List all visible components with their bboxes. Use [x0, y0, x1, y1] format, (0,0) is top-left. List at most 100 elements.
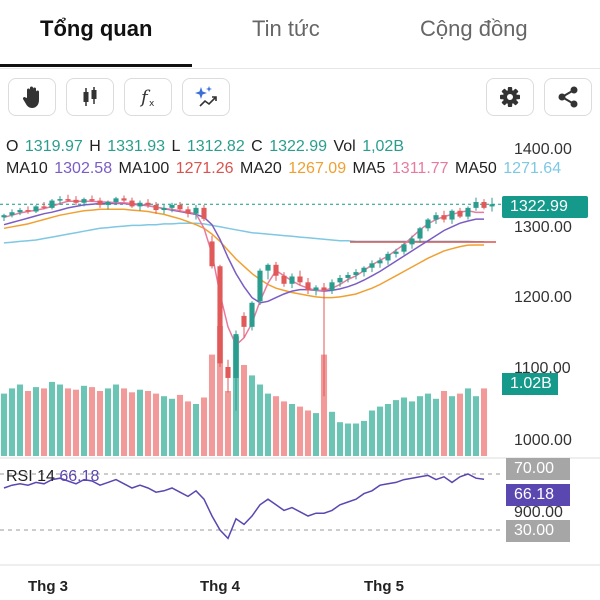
volume-bar [440, 391, 448, 456]
ma5-label: MA5 [352, 160, 386, 177]
candle-body [73, 199, 79, 203]
indicators-button[interactable]: f x [124, 78, 172, 116]
volume-bar [264, 393, 272, 456]
active-tab-indicator [0, 64, 192, 67]
gear-icon [500, 87, 520, 107]
candle-body [417, 228, 423, 239]
candle-body [33, 206, 39, 212]
volume-bar [376, 406, 384, 456]
volume-bar [24, 391, 32, 456]
candle-body [177, 204, 183, 210]
x-tick-may: Thg 5 [364, 578, 404, 595]
candle-body [81, 199, 87, 203]
volume-bar [200, 397, 208, 456]
tab-news[interactable]: Tin tức [252, 16, 320, 41]
volume-bar [448, 396, 456, 456]
candle-body [433, 215, 439, 220]
close-label: C [251, 138, 263, 155]
candle-body [305, 282, 311, 291]
candle-body [489, 204, 495, 207]
candle-body [97, 200, 103, 205]
candle-body [473, 202, 479, 208]
candle-body [441, 215, 447, 220]
svg-text:x: x [149, 99, 155, 109]
candle-body [377, 260, 383, 264]
ma20-label: MA20 [240, 160, 282, 177]
volume-bar [248, 375, 256, 456]
volume-label: Vol [333, 138, 356, 155]
volume-bar [176, 394, 184, 456]
ma10-value: 1302.58 [54, 160, 113, 177]
volume-bar [216, 326, 224, 456]
volume-bar [296, 406, 304, 456]
candle-body [209, 241, 215, 267]
candle-body [17, 210, 23, 213]
volume-bar [424, 393, 432, 456]
volume-bar [392, 400, 400, 456]
volume-bar [152, 393, 160, 456]
ma10-label: MA10 [6, 160, 48, 177]
volume-bar [208, 354, 216, 456]
candle-body [265, 264, 271, 271]
candle-body [169, 204, 175, 208]
candle-body [153, 204, 159, 211]
candle-body [385, 253, 391, 261]
volume-bar [456, 393, 464, 456]
volume-bar [336, 422, 344, 456]
candle-body [273, 264, 279, 276]
hand-tool-button[interactable] [8, 78, 56, 116]
ma100-label: MA100 [118, 160, 170, 177]
volume-bar [464, 388, 472, 456]
share-button[interactable] [544, 78, 592, 116]
low-label: L [171, 138, 181, 155]
volume-bar [80, 385, 88, 456]
open-value: 1319.97 [24, 138, 83, 155]
tab-community[interactable]: Cộng đồng [420, 16, 528, 41]
candle-body [481, 202, 487, 208]
volume-bar [40, 388, 48, 456]
rsi-level-30-tag: 30.00 [506, 520, 570, 542]
candle-body [409, 238, 415, 245]
candle-body [457, 210, 463, 217]
volume-bar [56, 384, 64, 456]
candlestick-type-button[interactable] [66, 78, 114, 116]
volume-bar [288, 404, 296, 456]
price-tick-1300: 1300.00 [514, 219, 572, 236]
volume-bar [160, 396, 168, 456]
volume-bar [304, 410, 312, 456]
volume-tag: 1.02B [502, 373, 558, 395]
candle-body [201, 207, 207, 219]
volume-bar [128, 392, 136, 456]
candle-body [9, 212, 15, 216]
hand-icon [22, 86, 39, 108]
candle-body [121, 198, 127, 201]
volume-bar [320, 354, 328, 456]
volume-bar [88, 387, 96, 456]
price-tick-1100: 1100.00 [514, 360, 571, 377]
candle-body [129, 200, 135, 207]
volume-bar [368, 410, 376, 456]
last-price-tag: 1322.99 [502, 196, 588, 218]
ai-analysis-button[interactable] [182, 78, 230, 116]
price-tick-1400: 1400.00 [514, 141, 572, 158]
volume-bar [256, 384, 264, 456]
candle-body [313, 287, 319, 291]
volume-bar [280, 401, 288, 456]
ma50-value: 1271.64 [503, 160, 562, 177]
tab-overview[interactable]: Tổng quan [40, 16, 153, 41]
volume-bar [272, 396, 280, 456]
volume-bar [360, 420, 368, 456]
ma20-line [3, 208, 484, 299]
candle-body [65, 199, 71, 201]
volume-bar [408, 401, 416, 456]
volume-bar [16, 384, 24, 456]
settings-button[interactable] [486, 78, 534, 116]
x-tick-apr: Thg 4 [200, 578, 240, 595]
rsi-label: RSI 14 [6, 468, 55, 485]
volume-bar [32, 387, 40, 456]
candle-body [105, 202, 111, 205]
ohlc-legend: O 1319.97 H 1331.93 L 1312.82 C 1322.99 … [6, 138, 406, 156]
candle-body [89, 199, 95, 201]
ma-legend: MA10 1302.58 MA100 1271.26 MA20 1267.09 … [6, 160, 563, 178]
